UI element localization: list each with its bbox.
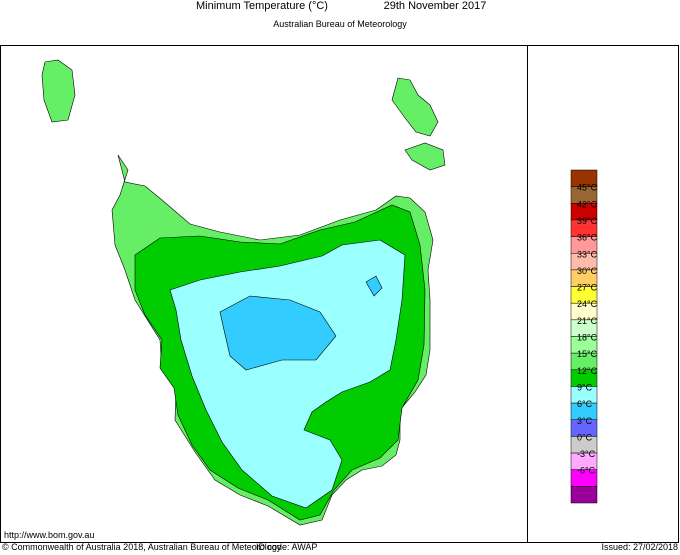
- flinders-island: [391, 77, 439, 137]
- legend-label: 45°C: [577, 183, 598, 193]
- legend-label: 42°C: [577, 199, 598, 209]
- legend-label: 36°C: [577, 233, 598, 243]
- legend-label: 33°C: [577, 249, 598, 259]
- issued: Issued: 27/02/2018: [601, 542, 678, 552]
- legend-label: 3°C: [577, 416, 593, 426]
- legend-label: 30°C: [577, 266, 598, 276]
- legend-label: -3°C: [577, 449, 596, 459]
- legend: 45°C 42°C 39°C 36°C 33°C 30°C 27°C 24°C 21°C 18°C…: [570, 169, 598, 504]
- subtitle: Australian Bureau of Meteorology: [273, 19, 407, 29]
- legend-label: 18°C: [577, 333, 598, 343]
- legend-label: 0°C: [577, 432, 593, 442]
- map: [41, 59, 446, 526]
- legend-label: 27°C: [577, 283, 598, 293]
- date: 29th November 2017: [384, 0, 487, 12]
- zone-6-9-small: [365, 275, 383, 297]
- legend-label: 24°C: [577, 299, 598, 309]
- legend-label: 12°C: [577, 366, 598, 376]
- id-code: ID code: AWAP: [256, 542, 317, 552]
- legend-label: 6°C: [577, 399, 593, 409]
- cape-barren-island: [404, 142, 446, 171]
- legend-swatch: [570, 486, 598, 504]
- legend-label: -6°C: [577, 466, 596, 476]
- title: Minimum Temperature (°C): [196, 0, 328, 12]
- legend-label: 15°C: [577, 349, 598, 359]
- legend-label: 39°C: [577, 216, 598, 226]
- legend-label: 9°C: [577, 382, 593, 392]
- copyright: © Commonwealth of Australia 2018, Austra…: [2, 542, 282, 552]
- frame: [0, 45, 679, 543]
- zone-6-9: [219, 295, 337, 371]
- legend-label: 21°C: [577, 316, 598, 326]
- king-island: [41, 59, 76, 123]
- url: http://www.bom.gov.au: [4, 530, 94, 540]
